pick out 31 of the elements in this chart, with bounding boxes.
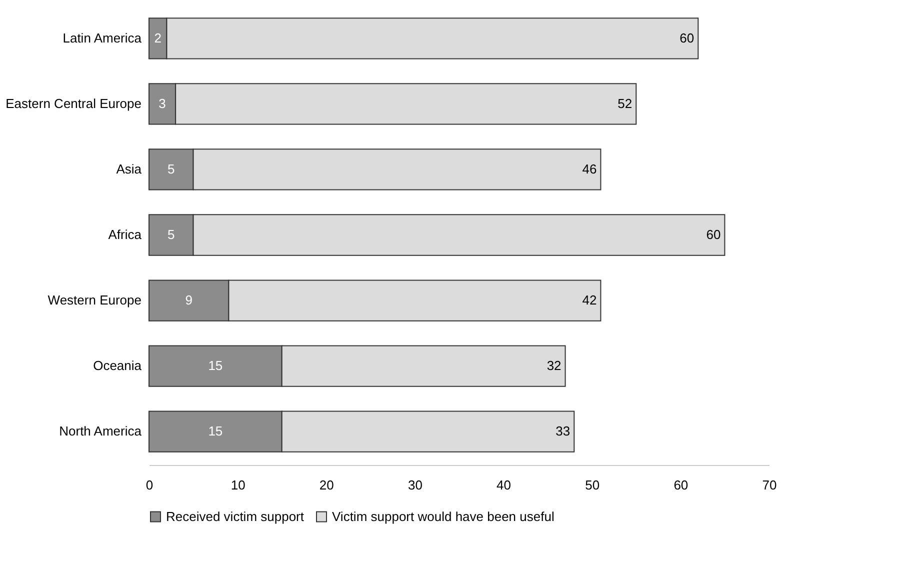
y-tick-label: Asia <box>116 161 142 176</box>
y-tick-label: Western Europe <box>48 292 142 308</box>
y-tick-label: Latin America <box>62 30 142 46</box>
data-label: 9 <box>185 292 192 308</box>
x-tick-label: 60 <box>674 478 688 492</box>
data-label: 32 <box>546 358 562 374</box>
y-tick-label: Eastern Central Europe <box>6 96 142 111</box>
data-label: 42 <box>582 292 597 308</box>
data-label: 60 <box>706 227 721 242</box>
y-tick-label: Oceania <box>93 358 142 374</box>
x-tick-label: 0 <box>146 478 154 492</box>
legend-label: Victim support would have been useful <box>332 508 554 524</box>
y-tick-label: North America <box>59 424 142 439</box>
data-label: 60 <box>680 30 694 46</box>
data-label: 33 <box>556 424 570 439</box>
x-tick-label: 50 <box>585 478 600 492</box>
data-label: 46 <box>582 161 597 176</box>
y-tick-label: Africa <box>108 227 142 242</box>
data-label: 2 <box>154 30 162 46</box>
x-tick-label: 40 <box>496 478 512 492</box>
x-tick-label: 30 <box>408 478 422 492</box>
x-tick-label: 10 <box>230 478 246 492</box>
data-label: 15 <box>208 424 223 439</box>
data-label: 3 <box>158 96 166 111</box>
x-tick-label: 70 <box>762 478 777 492</box>
data-label: 5 <box>168 227 175 242</box>
x-tick-label: 20 <box>319 478 334 492</box>
legend-label: Received victim support <box>166 508 304 524</box>
data-label: 15 <box>208 358 223 374</box>
data-label: 52 <box>618 96 632 111</box>
data-label: 5 <box>168 161 175 176</box>
